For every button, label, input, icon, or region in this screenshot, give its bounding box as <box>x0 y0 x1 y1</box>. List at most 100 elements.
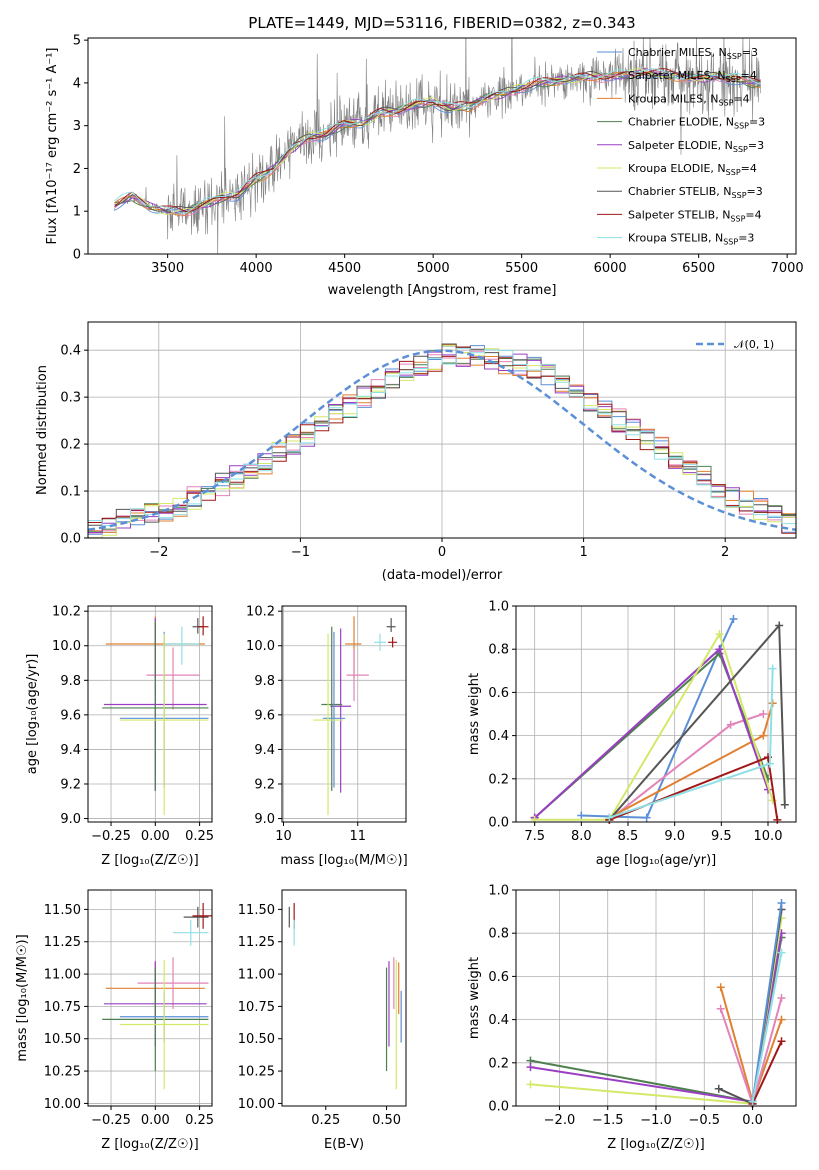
x-tick-label: 7.5 <box>524 829 545 844</box>
y-tick-label: 9.6 <box>254 708 275 723</box>
legend-suffix: =4 <box>733 92 749 105</box>
errorbar-point-salpeter-stelib <box>192 902 212 929</box>
mass-vs-metallicity-xlabel: Z [log₁₀(Z/Z☉)] <box>101 1137 198 1152</box>
weight-marker <box>777 1037 786 1046</box>
weight-marker <box>759 731 768 740</box>
x-tick-label: 9.5 <box>711 829 732 844</box>
x-tick-label: 10 <box>275 829 292 844</box>
y-tick-label: 3 <box>73 119 81 134</box>
x-tick-label: 0.50 <box>372 1113 401 1128</box>
histogram-kroupa-stelib <box>88 347 796 538</box>
errorbar-point-kroupa-elodie <box>119 633 209 816</box>
legend-entry-salpeter-miles: Salpeter MILES, NSSP=4 <box>628 69 757 84</box>
y-tick-label: 0.8 <box>488 927 509 942</box>
weight-marker <box>716 1004 725 1013</box>
legend-entry-salpeter-stelib: Salpeter STELIB, NSSP=4 <box>628 208 762 223</box>
residual-legend-label: 𝒩(0, 1) <box>734 338 774 351</box>
weight-marker <box>777 1015 786 1024</box>
x-tick-label: 3500 <box>151 261 184 276</box>
errorbar-point-chabrier-stelib <box>386 618 396 632</box>
weight-line-kroupa-elodie <box>534 631 774 821</box>
y-tick-label: 0.2 <box>488 772 509 787</box>
legend-suffix: =4 <box>741 162 757 175</box>
weight-marker <box>765 759 774 768</box>
x-tick-label: −0.25 <box>91 829 131 844</box>
residual-legend: 𝒩(0, 1) <box>696 338 774 351</box>
age-vs-metallicity-panel: −0.25 0.00 0.25 9.0 9.2 9.4 9.6 9.8 10.0 10.2 Z [… <box>25 605 214 868</box>
y-tick-label: 9.0 <box>60 812 81 827</box>
legend-suffix: =4 <box>745 208 761 221</box>
weight-marker <box>526 1063 535 1072</box>
y-tick-label: 0.0 <box>488 816 509 831</box>
age-vs-mass-axes-frame <box>281 605 407 823</box>
y-tick-label: 10.00 <box>238 1097 275 1112</box>
x-tick-label: 10.0 <box>754 829 783 844</box>
legend-subscript: SSP <box>718 98 733 107</box>
weight-marker <box>605 813 614 822</box>
weight-line-salpeter-stelib <box>751 1040 783 1105</box>
weight-marker <box>726 720 735 729</box>
y-tick-label: 2 <box>73 162 81 177</box>
y-tick-label: 9.8 <box>60 674 81 689</box>
errorbar-point-salpeter-miles <box>346 649 369 702</box>
age-vs-metallicity-ylabel: age [log₁₀(age/yr)] <box>25 654 40 775</box>
x-tick-label: 11 <box>349 829 366 844</box>
weight-marker <box>526 1080 535 1089</box>
weight-marker <box>780 800 789 809</box>
x-tick-label: 0.00 <box>141 829 170 844</box>
errorbar-point-salpeter-stelib <box>388 637 398 648</box>
y-tick-label: 9.8 <box>254 674 275 689</box>
x-tick-label: 0.25 <box>311 1113 340 1128</box>
spectrum-title: PLATE=1449, MJD=53116, FIBERID=0382, z=0… <box>248 14 635 32</box>
age-vs-metallicity-xlabel: Z [log₁₀(Z/Z☉)] <box>101 853 198 868</box>
x-tick-label: 5500 <box>505 261 538 276</box>
x-tick-label: −2.0 <box>544 1113 576 1128</box>
mass-weight-vs-age-panel: 7.5 8.0 8.5 9.0 9.5 10.0 0.0 0.2 0.4 0.6 0.8 1.0 ag… <box>467 600 797 868</box>
spectrum-axes-frame <box>87 37 797 255</box>
weight-marker <box>748 1097 757 1106</box>
mass-vs-metallicity-ylabel: mass [log₁₀(M/M☉)] <box>15 934 30 1061</box>
weight-marker <box>777 898 786 907</box>
mass-vs-ebv-axes-frame <box>281 889 407 1107</box>
residual-xlabel: (data-model)/error <box>382 568 503 583</box>
y-tick-label: 10.25 <box>238 1065 275 1080</box>
y-tick-label: 0.2 <box>488 1056 509 1071</box>
y-tick-label: 0.8 <box>488 643 509 658</box>
y-tick-label: 9.4 <box>254 743 275 758</box>
y-tick-label: 10.00 <box>44 1097 81 1112</box>
y-tick-label: 1.0 <box>488 600 509 615</box>
x-tick-label: 0.0 <box>742 1113 763 1128</box>
y-tick-label: 9.6 <box>60 708 81 723</box>
x-tick-label: 1 <box>579 545 587 560</box>
mass-weight-vs-metallicity-xlabel: Z [log₁₀(Z/Z☉)] <box>607 1137 704 1152</box>
y-tick-label: 9.2 <box>254 777 275 792</box>
legend-subscript: SSP <box>723 238 738 247</box>
weight-marker <box>577 811 586 820</box>
y-tick-label: 1.0 <box>488 884 509 899</box>
y-tick-label: 0.4 <box>60 344 81 359</box>
x-tick-label: −2 <box>149 545 168 560</box>
x-tick-label: −0.25 <box>91 1113 131 1128</box>
legend-suffix: =3 <box>738 232 754 245</box>
weight-line-chabrier-miles <box>751 902 783 1102</box>
errorbar-point-chabrier-elodie <box>321 626 343 791</box>
x-tick-label: −1 <box>291 545 310 560</box>
normal-curve <box>88 349 796 532</box>
weight-marker <box>768 664 777 673</box>
weight-marker <box>642 813 651 822</box>
x-tick-label: 8.0 <box>571 829 592 844</box>
spectrum-panel: 3500 4000 4500 5000 5500 6000 6500 7000 0 1 2 3 4 5 P… <box>45 14 804 298</box>
errorbar-point-kroupa-elodie <box>119 959 209 1090</box>
errorbar-point-chabrier-stelib <box>183 906 209 928</box>
y-tick-label: 11.50 <box>44 903 81 918</box>
weight-marker <box>715 645 724 654</box>
legend-entry-salpeter-elodie: Salpeter ELODIE, NSSP=3 <box>628 139 764 154</box>
y-tick-label: 10.50 <box>44 1032 81 1047</box>
weight-marker <box>714 1084 723 1093</box>
x-tick-label: 6000 <box>594 261 627 276</box>
model-line-chabrier-stelib <box>114 71 761 212</box>
mass-vs-metallicity-panel: −0.25 0.00 0.25 10.00 10.25 10.50 10.75 11.00 11… <box>15 889 214 1152</box>
age-vs-mass-xlabel: mass [log₁₀(M/M☉)] <box>280 853 407 868</box>
x-tick-label: 4000 <box>240 261 273 276</box>
y-tick-label: 9.0 <box>254 812 275 827</box>
